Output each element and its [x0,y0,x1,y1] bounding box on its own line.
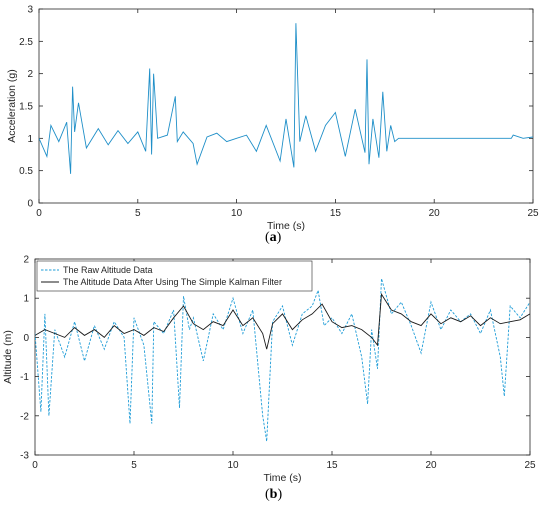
y-tick-label: 3 [27,5,33,16]
series-line-1 [35,278,530,442]
caption-a-label: a [269,230,277,245]
legend-label: The Altitude Data After Using The Simple… [63,277,282,287]
y-tick-label: 1.5 [19,102,33,113]
plot-area [38,8,534,204]
x-tick-label: 25 [524,460,536,471]
y-tick-label: 0 [27,199,33,210]
x-tick-label: 0 [32,460,38,471]
y-tick-label: -3 [20,451,29,462]
x-tick-label: 5 [135,208,141,219]
x-tick-label: 25 [527,208,539,219]
series-line-2 [35,292,530,350]
series-line-1 [39,23,533,174]
x-tick-label: 20 [425,460,437,471]
y-tick-label: 2.5 [19,37,33,48]
x-tick-label: 10 [231,208,243,219]
x-tick-label: 15 [330,208,342,219]
x-tick-label: 15 [326,460,338,471]
caption-b-label: b [269,487,278,502]
chart-a: 0 5 10 15 20 25 0 0.5 1 1.5 2 2.5 3 Time (s) Accelerat… [6,5,539,233]
caption-a: (a) [265,230,282,245]
y-tick-label: 2 [23,255,29,266]
y-axis-label: Acceleration (g) [6,69,18,143]
y-tick-label: 1 [23,294,29,305]
x-tick-label: 0 [36,208,42,219]
y-tick-label: -1 [20,372,29,383]
x-axis-label: Time (s) [263,472,301,484]
y-axis-label: Altitude (m) [2,330,14,384]
chart-b: 0 5 10 15 20 25 -3 -2 -1 0 1 2 Time (s) Altitude (m) T… [2,255,536,485]
caption-b: (b) [265,487,283,502]
x-axis-label: Time (s) [267,220,305,232]
y-tick-label: 2 [27,69,33,80]
x-tick-label: 5 [131,460,137,471]
x-tick-label: 20 [429,208,441,219]
x-tick-label: 10 [227,460,239,471]
y-tick-label: 0 [23,333,29,344]
plot-area [34,258,531,456]
y-tick-label: -2 [20,411,29,422]
y-tick-label: 1 [27,134,33,145]
legend-label: The Raw Altitude Data [63,265,153,275]
legend-box [36,260,313,292]
y-tick-label: 0.5 [19,166,33,177]
